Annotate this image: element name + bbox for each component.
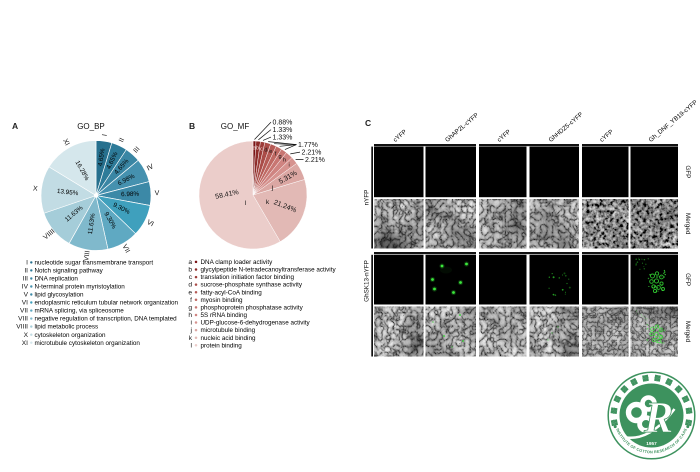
svg-text:1.33%: 1.33% bbox=[273, 135, 293, 142]
svg-text:B: B bbox=[189, 121, 195, 131]
svg-text:phosphoprotein phosphatase act: phosphoprotein phosphatase activity bbox=[201, 305, 304, 312]
svg-text:Notch signaling pathway: Notch signaling pathway bbox=[35, 268, 104, 275]
svg-text:j: j bbox=[271, 185, 274, 192]
svg-text:GO_BP: GO_BP bbox=[77, 122, 105, 131]
svg-text:l: l bbox=[191, 342, 193, 349]
svg-text:fatty-acyl-CoA binding: fatty-acyl-CoA binding bbox=[201, 289, 263, 296]
svg-text:c: c bbox=[189, 274, 193, 281]
svg-text:III: III bbox=[132, 146, 141, 155]
svg-text:VI: VI bbox=[146, 219, 155, 228]
svg-text:XI: XI bbox=[22, 340, 28, 347]
svg-text:1.77%: 1.77% bbox=[298, 142, 318, 149]
svg-text:58.41%: 58.41% bbox=[215, 189, 240, 201]
svg-text:k: k bbox=[266, 199, 270, 206]
svg-text:f: f bbox=[190, 297, 192, 304]
svg-text:X: X bbox=[24, 332, 29, 339]
svg-text:DNA clamp loader activity: DNA clamp loader activity bbox=[201, 259, 274, 266]
svg-text:microtubule binding: microtubule binding bbox=[201, 327, 256, 334]
svg-text:6.98%: 6.98% bbox=[121, 191, 140, 199]
svg-text:nucleotide sugar transmembrane: nucleotide sugar transmembrane transport bbox=[35, 260, 154, 267]
svg-text:lipid glycosylation: lipid glycosylation bbox=[35, 292, 84, 299]
svg-text:VII: VII bbox=[20, 308, 28, 315]
svg-text:R: R bbox=[643, 393, 673, 442]
svg-text:h: h bbox=[188, 312, 192, 319]
svg-text:5S rRNA binding: 5S rRNA binding bbox=[201, 312, 248, 319]
svg-text:GhSK13-nYFP: GhSK13-nYFP bbox=[364, 260, 371, 302]
svg-text:sucrose-phosphate synthase act: sucrose-phosphate synthase activity bbox=[201, 282, 303, 289]
svg-text:11.63%: 11.63% bbox=[87, 213, 97, 235]
svg-text:13.95%: 13.95% bbox=[57, 188, 80, 197]
svg-text:lipid metabolic process: lipid metabolic process bbox=[35, 324, 99, 331]
svg-text:A: A bbox=[12, 121, 18, 131]
svg-text:N-terminal protein myristoylat: N-terminal protein myristoylation bbox=[35, 284, 126, 291]
svg-text:I: I bbox=[102, 134, 109, 137]
svg-text:GFP: GFP bbox=[684, 165, 691, 178]
svg-text:b: b bbox=[256, 146, 259, 152]
svg-text:II: II bbox=[24, 268, 28, 275]
svg-text:d: d bbox=[188, 282, 192, 289]
svg-text:d: d bbox=[264, 147, 267, 153]
svg-text:I: I bbox=[26, 260, 28, 267]
svg-text:UDP-glucose-6-dehydrogenase ac: UDP-glucose-6-dehydrogenase activity bbox=[201, 320, 311, 327]
svg-text:g: g bbox=[278, 154, 281, 160]
svg-text:V: V bbox=[24, 292, 29, 299]
svg-text:1957: 1957 bbox=[646, 441, 657, 446]
svg-text:VIIII: VIIII bbox=[16, 324, 28, 331]
svg-text:nYFP: nYFP bbox=[364, 190, 371, 206]
svg-text:4.65%: 4.65% bbox=[97, 148, 107, 167]
svg-text:e: e bbox=[269, 149, 272, 155]
svg-text:k: k bbox=[189, 335, 193, 342]
svg-text:VIII: VIII bbox=[83, 250, 91, 261]
svg-text:protein binding: protein binding bbox=[201, 342, 243, 349]
svg-text:e: e bbox=[188, 289, 192, 296]
svg-text:j: j bbox=[190, 327, 193, 334]
svg-text:h: h bbox=[283, 158, 286, 164]
svg-text:VIII: VIII bbox=[18, 316, 28, 323]
svg-text:0.88%: 0.88% bbox=[273, 120, 293, 127]
svg-text:endoplasmic reticulum tubular: endoplasmic reticulum tubular network or… bbox=[35, 300, 179, 307]
svg-text:mRNA splicing, via spliceosome: mRNA splicing, via spliceosome bbox=[35, 308, 125, 315]
svg-text:GFP: GFP bbox=[684, 273, 691, 286]
svg-text:GO_MF: GO_MF bbox=[221, 122, 250, 131]
svg-text:g: g bbox=[188, 305, 192, 312]
svg-text:DNA replication: DNA replication bbox=[35, 276, 79, 283]
svg-text:f: f bbox=[275, 151, 277, 157]
svg-text:2.21%: 2.21% bbox=[305, 157, 325, 164]
svg-text:a: a bbox=[188, 259, 192, 266]
svg-text:XI: XI bbox=[61, 138, 70, 147]
svg-text:negative regulation of transcr: negative regulation of transcription, DN… bbox=[35, 316, 178, 323]
svg-text:b: b bbox=[188, 267, 192, 274]
svg-text:IV: IV bbox=[146, 163, 155, 172]
svg-text:V: V bbox=[155, 190, 160, 197]
svg-text:II: II bbox=[118, 137, 126, 144]
svg-text:a: a bbox=[253, 145, 257, 151]
svg-text:i: i bbox=[191, 320, 193, 327]
svg-text:III: III bbox=[23, 276, 29, 283]
svg-text:C: C bbox=[365, 118, 371, 128]
svg-text:Merged: Merged bbox=[684, 321, 691, 343]
svg-text:translation initiation factor: translation initiation factor binding bbox=[201, 274, 295, 281]
svg-text:X: X bbox=[33, 185, 39, 193]
svg-text:cytoskeleton organization: cytoskeleton organization bbox=[35, 332, 107, 339]
svg-text:nucleic acid binding: nucleic acid binding bbox=[201, 335, 256, 342]
svg-text:2.21%: 2.21% bbox=[302, 150, 322, 157]
svg-text:IV: IV bbox=[22, 284, 29, 291]
svg-text:l: l bbox=[245, 200, 247, 207]
svg-text:Merged: Merged bbox=[684, 213, 691, 235]
svg-text:myosin binding: myosin binding bbox=[201, 297, 244, 304]
svg-text:1.33%: 1.33% bbox=[273, 127, 293, 134]
svg-text:glycylpeptide N-tetradecanoylt: glycylpeptide N-tetradecanoyltransferase… bbox=[201, 267, 337, 274]
svg-text:c: c bbox=[260, 146, 263, 152]
svg-text:microtubule cytoskeleton organ: microtubule cytoskeleton organization bbox=[35, 340, 141, 347]
svg-text:VI: VI bbox=[22, 300, 28, 307]
svg-text:VII: VII bbox=[120, 243, 130, 254]
svg-text:i: i bbox=[288, 162, 289, 168]
